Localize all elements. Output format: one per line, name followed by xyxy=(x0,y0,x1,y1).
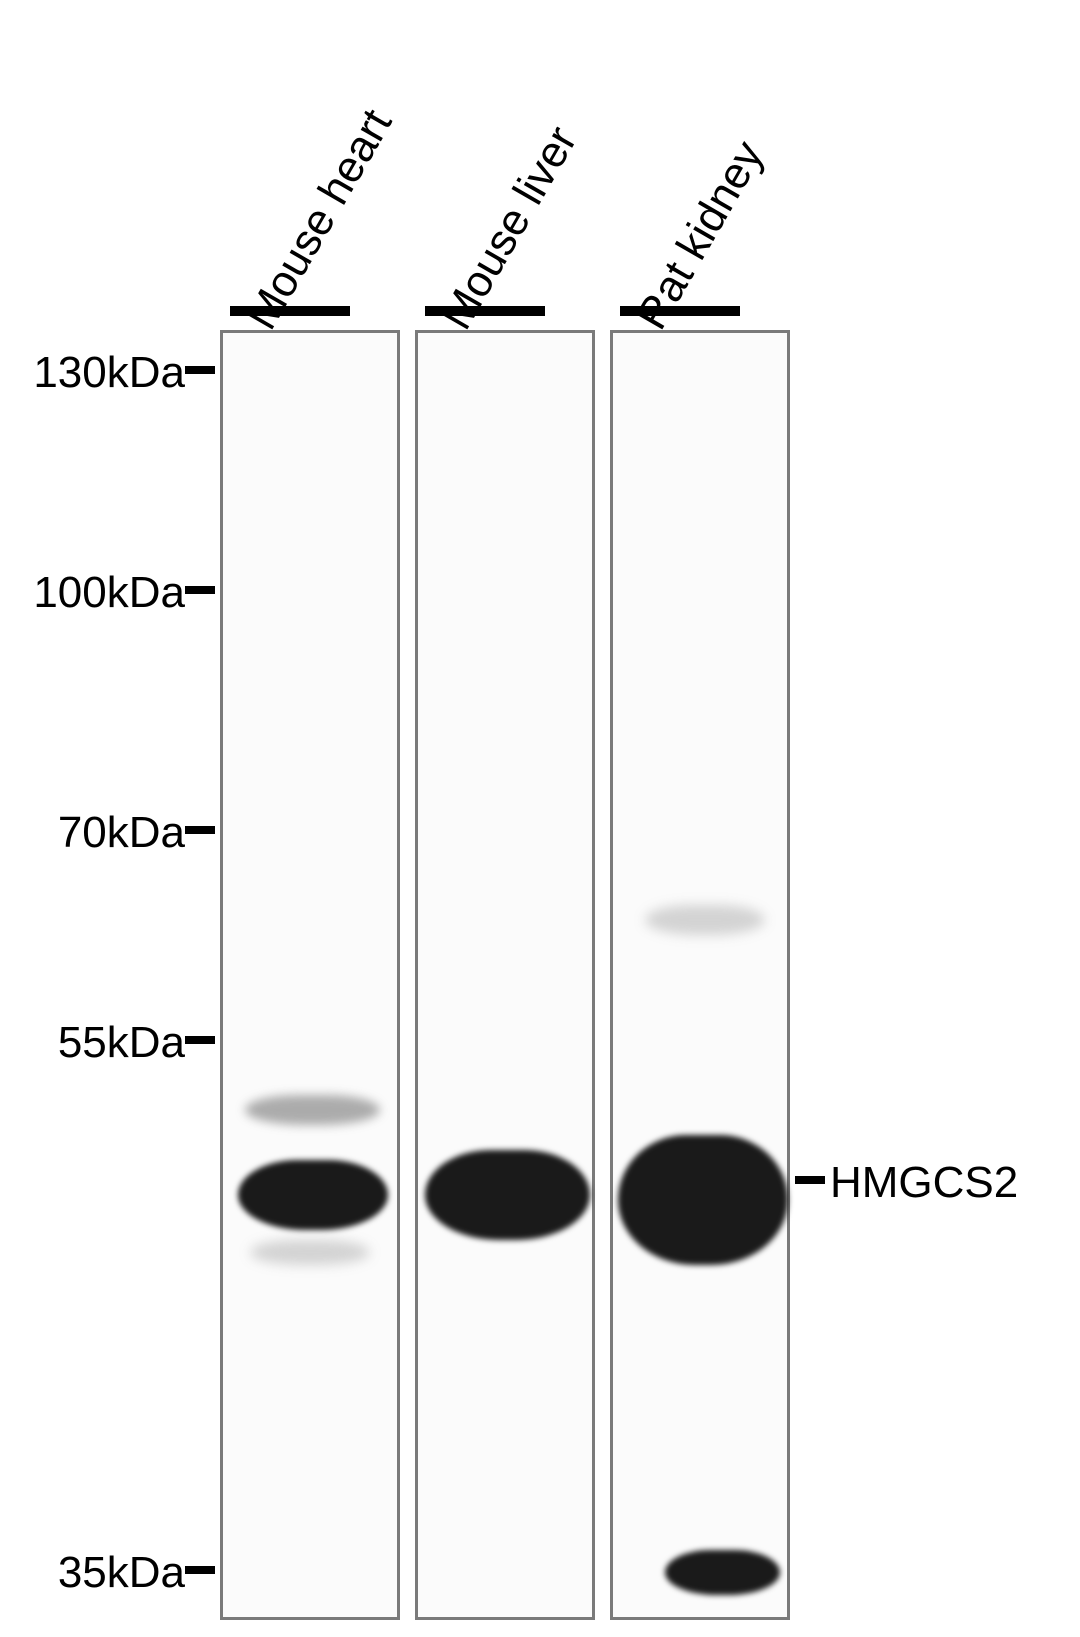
protein-band xyxy=(245,1095,380,1125)
mw-tick-55 xyxy=(185,1036,215,1044)
mw-tick-100 xyxy=(185,586,215,594)
mw-tick-130 xyxy=(185,366,215,374)
blot-lane-mouse-heart xyxy=(220,330,400,1620)
lane-label-1: Mouse heart xyxy=(237,101,403,338)
mw-label-100: 100kDa xyxy=(5,568,185,618)
blot-lane-mouse-liver xyxy=(415,330,595,1620)
lane-tick-2 xyxy=(425,306,545,316)
mw-tick-35 xyxy=(185,1566,215,1574)
protein-band xyxy=(645,905,765,935)
lane-tick-3 xyxy=(620,306,740,316)
annotation-label: HMGCS2 xyxy=(830,1158,1018,1208)
protein-band xyxy=(425,1150,590,1240)
protein-band xyxy=(665,1550,780,1595)
western-blot-figure: Mouse heart Mouse liver Rat kidney 130kD… xyxy=(0,0,1080,1637)
mw-label-70: 70kDa xyxy=(5,808,185,858)
mw-tick-70 xyxy=(185,826,215,834)
mw-label-130: 130kDa xyxy=(5,348,185,398)
protein-band xyxy=(618,1135,788,1265)
annotation-tick xyxy=(795,1176,825,1184)
mw-label-35: 35kDa xyxy=(5,1548,185,1598)
protein-band xyxy=(250,1240,370,1265)
lane-tick-1 xyxy=(230,306,350,316)
protein-band xyxy=(238,1160,388,1230)
blot-lane-rat-kidney xyxy=(610,330,790,1620)
mw-label-55: 55kDa xyxy=(5,1018,185,1068)
